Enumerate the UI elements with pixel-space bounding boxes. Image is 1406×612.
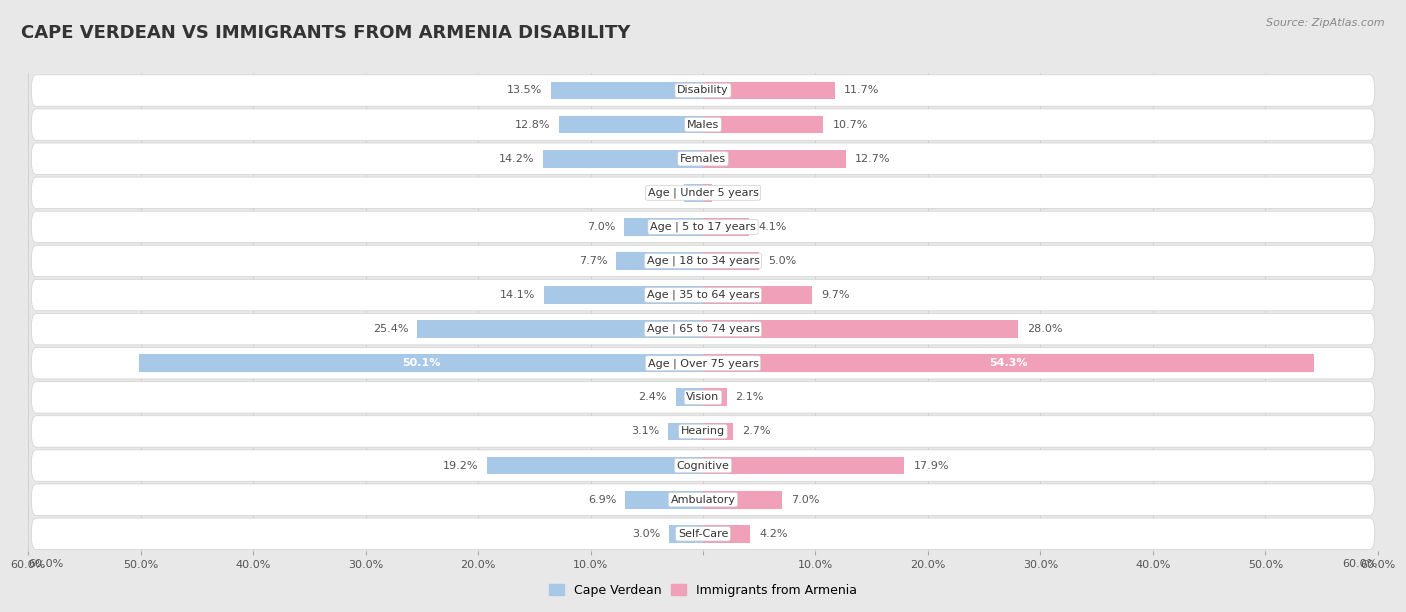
- Text: Vision: Vision: [686, 392, 720, 402]
- Bar: [551, 81, 703, 99]
- Bar: [139, 354, 703, 372]
- Text: 2.1%: 2.1%: [735, 392, 763, 402]
- FancyBboxPatch shape: [31, 313, 1375, 345]
- Text: 19.2%: 19.2%: [443, 461, 478, 471]
- Bar: [703, 457, 904, 474]
- FancyBboxPatch shape: [31, 484, 1375, 515]
- Bar: [703, 354, 1313, 372]
- Text: 3.1%: 3.1%: [631, 427, 659, 436]
- Bar: [676, 389, 703, 406]
- Text: 12.7%: 12.7%: [855, 154, 890, 163]
- FancyBboxPatch shape: [31, 382, 1375, 413]
- Text: Age | 35 to 64 years: Age | 35 to 64 years: [647, 290, 759, 300]
- Text: 1.7%: 1.7%: [647, 188, 675, 198]
- Text: 7.7%: 7.7%: [579, 256, 607, 266]
- FancyBboxPatch shape: [31, 143, 1375, 174]
- Text: Age | Under 5 years: Age | Under 5 years: [648, 187, 758, 198]
- Text: 2.7%: 2.7%: [742, 427, 770, 436]
- FancyBboxPatch shape: [31, 348, 1375, 379]
- Bar: [703, 252, 759, 270]
- Text: Age | Over 75 years: Age | Over 75 years: [648, 358, 758, 368]
- Text: 4.1%: 4.1%: [758, 222, 786, 232]
- Text: Disability: Disability: [678, 86, 728, 95]
- FancyBboxPatch shape: [31, 245, 1375, 277]
- Text: 7.0%: 7.0%: [790, 494, 820, 505]
- FancyBboxPatch shape: [31, 177, 1375, 209]
- Bar: [703, 184, 711, 201]
- Bar: [624, 218, 703, 236]
- Text: 17.9%: 17.9%: [914, 461, 949, 471]
- Bar: [703, 286, 813, 304]
- Text: 9.7%: 9.7%: [821, 290, 849, 300]
- Text: 10.7%: 10.7%: [832, 119, 868, 130]
- FancyBboxPatch shape: [31, 211, 1375, 242]
- Text: 11.7%: 11.7%: [844, 86, 879, 95]
- Bar: [626, 491, 703, 509]
- Bar: [544, 286, 703, 304]
- Text: 4.2%: 4.2%: [759, 529, 787, 539]
- Bar: [703, 320, 1018, 338]
- Text: 14.2%: 14.2%: [499, 154, 534, 163]
- Text: Hearing: Hearing: [681, 427, 725, 436]
- Legend: Cape Verdean, Immigrants from Armenia: Cape Verdean, Immigrants from Armenia: [544, 579, 862, 602]
- Text: 3.0%: 3.0%: [633, 529, 661, 539]
- Bar: [703, 389, 727, 406]
- Bar: [669, 525, 703, 543]
- FancyBboxPatch shape: [31, 450, 1375, 481]
- Text: Age | 5 to 17 years: Age | 5 to 17 years: [650, 222, 756, 232]
- Text: Cognitive: Cognitive: [676, 461, 730, 471]
- Text: 14.1%: 14.1%: [501, 290, 536, 300]
- Bar: [668, 423, 703, 440]
- Text: Source: ZipAtlas.com: Source: ZipAtlas.com: [1267, 18, 1385, 28]
- Bar: [543, 150, 703, 168]
- Bar: [703, 423, 734, 440]
- Text: 0.76%: 0.76%: [720, 188, 756, 198]
- Text: 12.8%: 12.8%: [515, 119, 550, 130]
- Text: 60.0%: 60.0%: [1343, 559, 1378, 569]
- Text: 7.0%: 7.0%: [586, 222, 616, 232]
- Text: 13.5%: 13.5%: [508, 86, 543, 95]
- Bar: [616, 252, 703, 270]
- Bar: [703, 81, 835, 99]
- Bar: [703, 491, 782, 509]
- Text: Self-Care: Self-Care: [678, 529, 728, 539]
- Text: 5.0%: 5.0%: [768, 256, 796, 266]
- Text: 60.0%: 60.0%: [28, 559, 63, 569]
- Bar: [703, 116, 824, 133]
- Text: 54.3%: 54.3%: [990, 358, 1028, 368]
- Text: 50.1%: 50.1%: [402, 358, 440, 368]
- Text: 6.9%: 6.9%: [588, 494, 616, 505]
- Text: CAPE VERDEAN VS IMMIGRANTS FROM ARMENIA DISABILITY: CAPE VERDEAN VS IMMIGRANTS FROM ARMENIA …: [21, 24, 630, 42]
- FancyBboxPatch shape: [31, 109, 1375, 140]
- Text: 28.0%: 28.0%: [1026, 324, 1063, 334]
- Bar: [486, 457, 703, 474]
- FancyBboxPatch shape: [31, 518, 1375, 550]
- Bar: [703, 150, 846, 168]
- Text: Males: Males: [688, 119, 718, 130]
- Text: Ambulatory: Ambulatory: [671, 494, 735, 505]
- Bar: [683, 184, 703, 201]
- Bar: [703, 525, 751, 543]
- Text: 25.4%: 25.4%: [373, 324, 408, 334]
- Text: Females: Females: [681, 154, 725, 163]
- Bar: [560, 116, 703, 133]
- Bar: [418, 320, 703, 338]
- FancyBboxPatch shape: [31, 75, 1375, 106]
- FancyBboxPatch shape: [31, 416, 1375, 447]
- Text: Age | 65 to 74 years: Age | 65 to 74 years: [647, 324, 759, 334]
- Text: 2.4%: 2.4%: [638, 392, 666, 402]
- Bar: [703, 218, 749, 236]
- FancyBboxPatch shape: [31, 280, 1375, 311]
- Text: Age | 18 to 34 years: Age | 18 to 34 years: [647, 256, 759, 266]
